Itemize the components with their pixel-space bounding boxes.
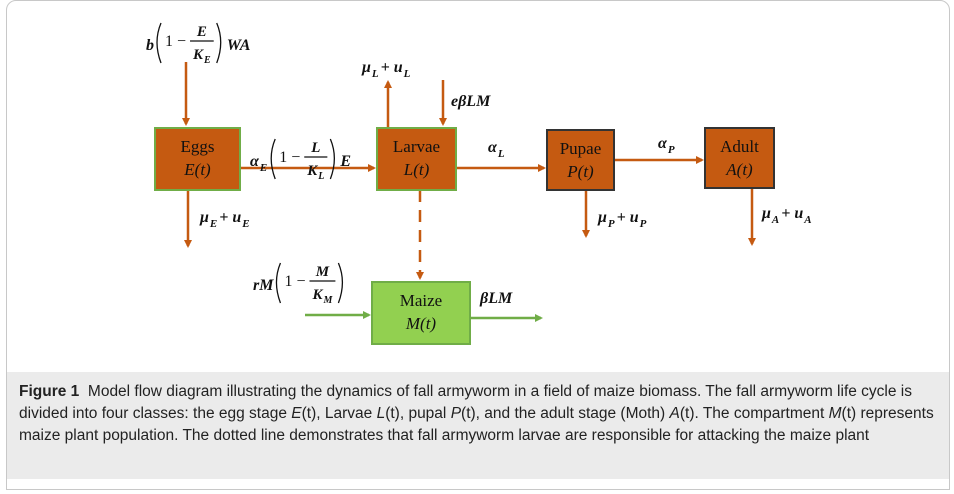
caption-text: L (376, 405, 386, 422)
caption-text: (t) represents maize plant population. T… (19, 405, 939, 444)
formula-subscript: L (497, 148, 505, 160)
formula-subscript: L (403, 68, 411, 80)
open-paren (156, 22, 162, 64)
formula-text: μ (361, 59, 371, 76)
node-label: Larvae (393, 137, 440, 156)
formula-text: βLM (479, 290, 513, 307)
flow-diagram: Eggs E(t) Larvae L(t) Pupae P(t) Adult A(t) Maiz… (146, 22, 812, 345)
close-paren (337, 262, 344, 304)
caption-text: (t), and the adult stage (Moth) (461, 405, 670, 422)
formula-text: α (488, 139, 498, 156)
fraction-denominator: K (306, 163, 318, 179)
formula-text: + u (219, 209, 241, 226)
fraction-denominator-subscript: M (323, 295, 334, 306)
flow-label: b 1 − EK E WA (146, 22, 251, 66)
formula-subscript: E (209, 218, 217, 230)
fraction-numerator: M (315, 264, 330, 280)
node: Maize M(t) (371, 281, 471, 345)
node-label: Adult (720, 137, 759, 156)
caption-text: A (669, 405, 680, 422)
node-label: Pupae (560, 139, 602, 158)
formula-text: α (250, 153, 260, 170)
formula-text: WA (227, 37, 251, 54)
node-variable: P(t) (566, 162, 594, 181)
node-box (376, 127, 457, 191)
node-box (704, 127, 775, 189)
formula-text: μ (199, 209, 209, 226)
formula-subscript: L (371, 68, 379, 80)
formula-text: eβLM (451, 93, 491, 110)
flow-label: rM 1 − MK M (253, 262, 344, 306)
formula-text: μ (761, 205, 771, 222)
node-label: Eggs (181, 137, 215, 156)
close-paren (216, 22, 222, 64)
caption-text: (t). The compartment (679, 405, 829, 422)
node-variable: A(t) (725, 160, 753, 179)
caption: Figure 1 Model flow diagram illustrating… (7, 372, 949, 479)
open-paren (270, 138, 276, 180)
caption-text: (t), Larvae (301, 405, 377, 422)
formula-subscript: P (608, 218, 615, 230)
flow-label: eβLM (451, 93, 491, 110)
node: Larvae L(t) (376, 127, 457, 191)
formula-text: + u (781, 205, 803, 222)
caption-text: P (450, 405, 462, 422)
formula-text: μ (597, 209, 607, 226)
node-variable: M(t) (405, 314, 437, 333)
arrows (182, 62, 756, 322)
node-box (546, 129, 615, 191)
figure-frame (6, 0, 950, 490)
formula-text: + u (381, 59, 403, 76)
formula-text: rM (253, 277, 274, 294)
formula-subscript: P (668, 144, 675, 156)
formula-text: + u (617, 209, 639, 226)
fraction-denominator: K (311, 287, 323, 303)
flow-label: α E1 −LK LE (250, 138, 351, 182)
formula-text: b (146, 37, 154, 54)
caption-text: (t), pupal (385, 405, 451, 422)
node-box (154, 127, 241, 191)
node: Eggs E(t) (154, 127, 241, 191)
fraction-numerator: E (196, 24, 207, 40)
formula-subscript: A (771, 214, 779, 226)
fraction-numerator: L (310, 140, 320, 156)
node-box (371, 281, 471, 345)
formula-text: 1 − (284, 273, 305, 290)
close-paren (329, 138, 336, 180)
formula-text: α (658, 135, 668, 152)
node: Adult A(t) (704, 127, 775, 189)
caption-text: Model flow diagram illustrating the dyna… (19, 383, 917, 422)
formula-text: 1 − (165, 33, 186, 50)
caption-text: E (291, 405, 302, 422)
node: Pupae P(t) (546, 129, 615, 191)
node-variable: E(t) (183, 160, 211, 179)
node-label: Maize (400, 291, 442, 310)
node-variable: L(t) (403, 160, 430, 179)
caption-label: Figure 1 (19, 383, 80, 400)
formula-text: E (339, 153, 351, 170)
fraction-denominator-subscript: L (317, 171, 324, 182)
formula-subscript: E (259, 162, 267, 174)
formula-text: 1 − (279, 149, 300, 166)
flow-label: βLM (479, 290, 513, 307)
formula-subscript: E (241, 218, 249, 230)
open-paren (275, 262, 282, 304)
caption-text: M (828, 405, 842, 422)
fraction-denominator: K (192, 47, 204, 63)
formula-subscript: P (640, 218, 647, 230)
formula-subscript: A (803, 214, 811, 226)
fraction-denominator-subscript: E (203, 55, 211, 66)
